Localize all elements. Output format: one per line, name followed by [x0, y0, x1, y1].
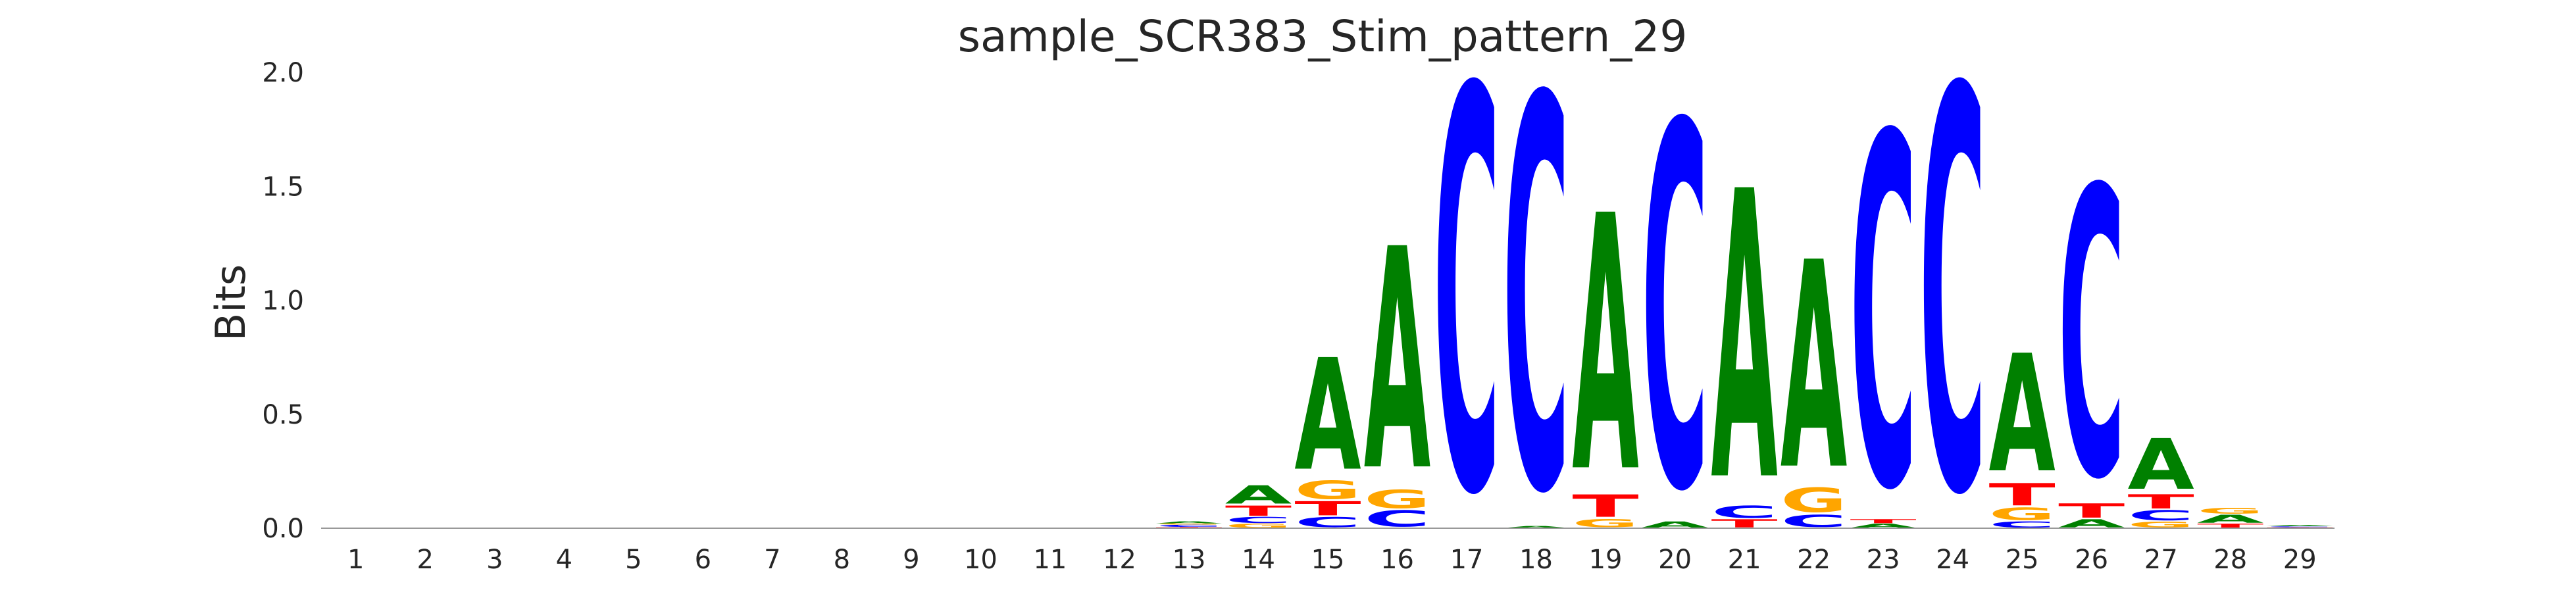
logo-letter-A: A: [1780, 203, 1848, 533]
x-tick-label: 26: [2075, 545, 2108, 575]
y-axis-label: Bits: [207, 264, 255, 341]
logo-letter-G: G: [2197, 506, 2263, 516]
logo-letter-G: G: [1294, 476, 1361, 505]
logo-letter-T: T: [1850, 518, 1917, 525]
logo-letter-T: T: [1294, 497, 1361, 520]
logo-letter-G: G: [1989, 505, 2056, 524]
logo-letter-T: T: [2197, 522, 2264, 529]
x-tick-label: 18: [1519, 545, 1553, 575]
x-tick-label: 22: [1797, 545, 1831, 575]
logo-letter-C: C: [1642, 22, 1708, 592]
x-tick-label: 1: [347, 545, 364, 575]
logo-letter-T: T: [1711, 517, 1777, 530]
logo-letter-A: A: [1155, 521, 1223, 524]
logo-letter-T: T: [2058, 500, 2125, 522]
logo-letter-C: C: [1503, 0, 1569, 592]
logo-letter-A: A: [1572, 142, 1639, 551]
logo-letter-G: G: [1572, 517, 1638, 530]
x-tick-label: 14: [1242, 545, 1275, 575]
x-tick-label: 29: [2283, 545, 2317, 575]
logo-letters: TCGAGCTACTGACGACACGTAACTCACGAATCCCGTAATC…: [1155, 0, 2333, 592]
y-tick-label: 1.5: [262, 172, 304, 202]
logo-letter-A: A: [2058, 517, 2125, 530]
x-tick-label: 17: [1450, 545, 1484, 575]
x-tick-label: 4: [556, 545, 572, 575]
x-tick-label: 16: [1380, 545, 1414, 575]
x-tick-label: 6: [695, 545, 711, 575]
x-tick-label: 15: [1311, 545, 1345, 575]
logo-letter-A: A: [1642, 520, 1708, 530]
logo-letter-C: C: [1225, 515, 1292, 525]
logo-letter-C: C: [1433, 0, 1500, 592]
x-tick-label: 11: [1033, 545, 1067, 575]
logo-letter-C: C: [1155, 524, 1222, 528]
logo-letter-A: A: [2197, 512, 2263, 526]
logo-letter-A: A: [1850, 523, 1917, 530]
x-tick-label: 3: [486, 545, 503, 575]
logo-letter-T: T: [1572, 488, 1638, 524]
x-tick-label: 8: [834, 545, 850, 575]
x-tick-label: 10: [964, 545, 998, 575]
x-tick-label: 19: [1589, 545, 1623, 575]
logo-letter-G: G: [1364, 485, 1430, 514]
y-tick-label: 0.5: [262, 400, 304, 430]
logo-letter-A: A: [1225, 480, 1292, 509]
logo-letter-A: A: [2128, 425, 2194, 506]
x-tick-label: 21: [1728, 545, 1761, 575]
logo-letter-G: G: [1225, 523, 1292, 530]
x-tick-label: 23: [1867, 545, 1900, 575]
x-tick-label: 20: [1658, 545, 1692, 575]
x-tick-label: 24: [1936, 545, 1969, 575]
logo-letter-G: G: [1780, 481, 1847, 520]
logo-letter-G: G: [2128, 520, 2194, 530]
y-axis-ticks: 0.0 0.5 1.0 1.5 2.0: [262, 58, 304, 544]
logo-letter-C: C: [2267, 526, 2333, 528]
logo-letter-A: A: [1364, 184, 1431, 537]
x-tick-label: 2: [417, 545, 434, 575]
logo-letter-C: C: [1989, 520, 2056, 530]
logo-letter-C: C: [1364, 506, 1430, 531]
logo-letter-G: G: [1155, 524, 1222, 525]
logo-letter-C: C: [2058, 106, 2125, 566]
x-axis-ticks: 1 2 3 4 5 6 7 8 9 10 11 12 13 14 15 16 17 18 19 20 21 22 23 24 2…: [347, 545, 2317, 575]
logo-letter-A: A: [1503, 526, 1570, 529]
logo-letter-C: C: [1850, 36, 1916, 592]
x-tick-label: 5: [625, 545, 642, 575]
x-tick-label: 13: [1173, 545, 1206, 575]
y-tick-label: 1.0: [262, 286, 304, 316]
logo-letter-C: C: [2128, 507, 2194, 524]
logo-letter-A: A: [2267, 525, 2334, 527]
x-tick-label: 7: [764, 545, 780, 575]
logo-letter-T: T: [1225, 503, 1292, 520]
x-tick-label: 27: [2144, 545, 2178, 575]
logo-letter-C: C: [1919, 0, 1986, 592]
logo-letter-T: T: [1989, 477, 2056, 512]
x-tick-label: 28: [2213, 545, 2247, 575]
logo-letter-A: A: [1294, 327, 1361, 505]
logo-letter-C: C: [1711, 503, 1777, 522]
logo-letter-T: T: [2128, 491, 2194, 513]
x-tick-label: 25: [2006, 545, 2039, 575]
x-tick-label: 12: [1103, 545, 1136, 575]
logo-letter-A: A: [1989, 321, 2056, 509]
x-tick-label: 9: [903, 545, 919, 575]
logo-letter-A: A: [1711, 108, 1778, 569]
y-tick-label: 2.0: [262, 58, 304, 88]
y-tick-label: 0.0: [262, 514, 304, 544]
chart-title: sample_SCR383_Stim_pattern_29: [958, 11, 1688, 62]
